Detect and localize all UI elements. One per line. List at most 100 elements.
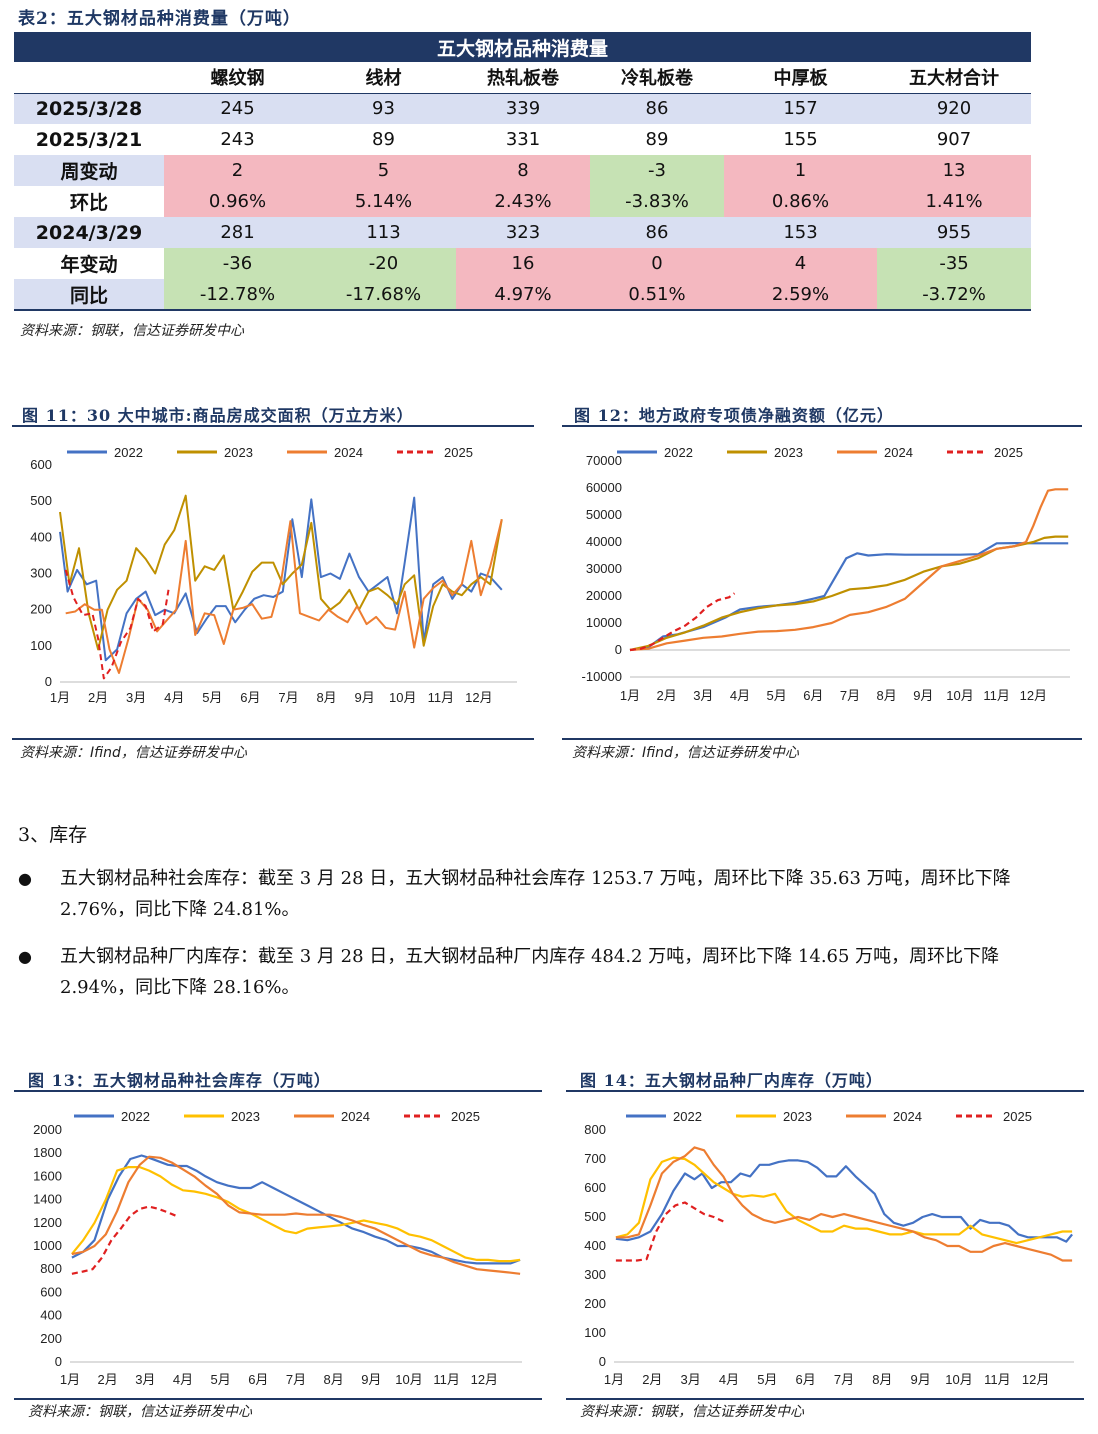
x-tick-label: 3月 xyxy=(693,688,713,703)
y-tick-label: 100 xyxy=(584,1325,606,1340)
series-line-2022 xyxy=(59,496,503,662)
bullet-text: 五大钢材品种社会库存：截至 3 月 28 日，五大钢材品种社会库存 1253.7… xyxy=(60,868,1011,920)
bullet-symbol: ● xyxy=(18,869,32,888)
y-tick-label: 800 xyxy=(40,1261,62,1276)
series-line-2024 xyxy=(71,1155,521,1275)
x-tick-label: 7月 xyxy=(840,688,860,703)
table-cell: 4 xyxy=(724,248,877,279)
table-cell: -12.78% xyxy=(164,279,311,311)
table-cell: 243 xyxy=(164,124,311,155)
table-row: 2025/3/21 243 89 331 89 155 907 xyxy=(14,124,1032,155)
fig11-chart: 0 100 200 300 400 500 600 1月 2月 3月 4月 5月 6月 7月 8月 9月 10月… xyxy=(30,445,517,705)
table-cell: 89 xyxy=(311,124,456,155)
x-tick-label: 2月 xyxy=(642,1372,662,1387)
table-cell: 331 xyxy=(456,124,590,155)
x-tick-label: 10月 xyxy=(395,1372,422,1387)
y-tick-label: -10000 xyxy=(582,669,622,684)
x-tick-label: 11月 xyxy=(983,688,1010,703)
x-tick-label: 5月 xyxy=(767,688,787,703)
table-cell: 5.14% xyxy=(311,186,456,217)
series-line-2025 xyxy=(71,1205,178,1275)
legend-label: 2024 xyxy=(893,1109,922,1124)
column-header: 线材 xyxy=(311,62,456,94)
fig11-top-rule xyxy=(12,425,534,427)
table-cell: 86 xyxy=(590,93,724,124)
legend-label: 2025 xyxy=(444,445,473,460)
row-label: 2024/3/29 xyxy=(14,217,164,248)
table-cell: -17.68% xyxy=(311,279,456,311)
consumption-table: 五大钢材品种消费量 螺纹钢 线材 热轧板卷 冷轧板卷 中厚板 五大材合计 2025/3/28 2… xyxy=(14,32,1032,311)
x-tick-label: 5月 xyxy=(202,690,222,705)
table-cell: 2 xyxy=(164,155,311,186)
bullet-social-inventory: ● 五大钢材品种社会库存：截至 3 月 28 日，五大钢材品种社会库存 1253… xyxy=(18,863,1078,925)
legend-label: 2022 xyxy=(114,445,143,460)
table-cell: 2.43% xyxy=(456,186,590,217)
table-cell: -36 xyxy=(164,248,311,279)
y-tick-label: 200 xyxy=(584,1296,606,1311)
y-tick-label: 2000 xyxy=(33,1122,62,1137)
y-tick-label: 400 xyxy=(584,1238,606,1253)
x-tick-label: 6月 xyxy=(240,690,260,705)
x-tick-label: 1月 xyxy=(50,690,70,705)
table-title: 五大钢材品种消费量 xyxy=(14,32,1032,62)
fig14-source: 资料来源：钢联，信达证券研发中心 xyxy=(580,1404,804,1420)
fig12-chart: -10000 0 10000 20000 30000 40000 50000 60000 700… xyxy=(582,445,1070,703)
x-tick-label: 6月 xyxy=(796,1372,816,1387)
fig11-caption: 图 11：30 大中城市:商品房成交面积（万立方米） xyxy=(22,406,414,425)
y-tick-label: 300 xyxy=(584,1267,606,1282)
y-tick-label: 0 xyxy=(599,1354,606,1369)
y-tick-label: 200 xyxy=(30,602,52,617)
bullet-text: 五大钢材品种厂内库存：截至 3 月 28 日，五大钢材品种厂内库存 484.2 … xyxy=(60,946,1000,998)
table-cell: 89 xyxy=(590,124,724,155)
x-tick-label: 8月 xyxy=(316,690,336,705)
y-tick-label: 1000 xyxy=(33,1238,62,1253)
column-header xyxy=(14,62,164,94)
legend-label: 2024 xyxy=(884,445,913,460)
x-tick-label: 8月 xyxy=(324,1372,344,1387)
x-tick-label: 7月 xyxy=(834,1372,854,1387)
x-tick-label: 1月 xyxy=(60,1372,80,1387)
fig11-source: 资料来源：Ifind，信达证券研发中心 xyxy=(20,745,247,761)
table-cell: -20 xyxy=(311,248,456,279)
bullet-factory-inventory: ● 五大钢材品种厂内库存：截至 3 月 28 日，五大钢材品种厂内库存 484.… xyxy=(18,941,1078,1003)
x-tick-label: 5月 xyxy=(211,1372,231,1387)
table-cell: 955 xyxy=(877,217,1032,248)
x-tick-label: 12月 xyxy=(1022,1372,1049,1387)
series-line-2022 xyxy=(615,1159,1073,1243)
series-line-2023 xyxy=(615,1156,1073,1245)
table-cell: 281 xyxy=(164,217,311,248)
y-tick-label: 0 xyxy=(45,674,52,689)
y-tick-label: 400 xyxy=(40,1308,62,1323)
row-label: 周变动 xyxy=(14,155,164,186)
legend-label: 2022 xyxy=(673,1109,702,1124)
x-tick-label: 9月 xyxy=(911,1372,931,1387)
y-tick-label: 500 xyxy=(30,493,52,508)
fig13-caption: 图 13：五大钢材品种社会库存（万吨） xyxy=(28,1071,331,1090)
y-tick-label: 40000 xyxy=(586,534,622,549)
table-cell: -35 xyxy=(877,248,1032,279)
table-cell: 907 xyxy=(877,124,1032,155)
table-cell: 245 xyxy=(164,93,311,124)
x-tick-label: 8月 xyxy=(872,1372,892,1387)
legend-label: 2025 xyxy=(994,445,1023,460)
x-tick-label: 2月 xyxy=(88,690,108,705)
y-tick-label: 0 xyxy=(55,1354,62,1369)
table-cell: 16 xyxy=(456,248,590,279)
x-tick-label: 4月 xyxy=(173,1372,193,1387)
series-line-2023 xyxy=(629,535,1069,652)
y-tick-label: 10000 xyxy=(586,615,622,630)
fig13-chart: 0 200 400 600 800 1000 1200 1400 1600 1800 2000 1月 2… xyxy=(33,1109,522,1387)
x-tick-label: 4月 xyxy=(719,1372,739,1387)
fig14-bottom-rule xyxy=(566,1398,1084,1400)
y-tick-label: 100 xyxy=(30,638,52,653)
series-line-2024 xyxy=(629,488,1069,652)
x-tick-label: 6月 xyxy=(803,688,823,703)
y-tick-label: 30000 xyxy=(586,561,622,576)
x-tick-label: 12月 xyxy=(471,1372,498,1387)
fig13-source: 资料来源：钢联，信达证券研发中心 xyxy=(28,1404,252,1420)
x-tick-label: 11月 xyxy=(984,1372,1011,1387)
table-cell: 86 xyxy=(590,217,724,248)
table-cell: 4.97% xyxy=(456,279,590,311)
x-tick-label: 5月 xyxy=(757,1372,777,1387)
table-cell: 157 xyxy=(724,93,877,124)
